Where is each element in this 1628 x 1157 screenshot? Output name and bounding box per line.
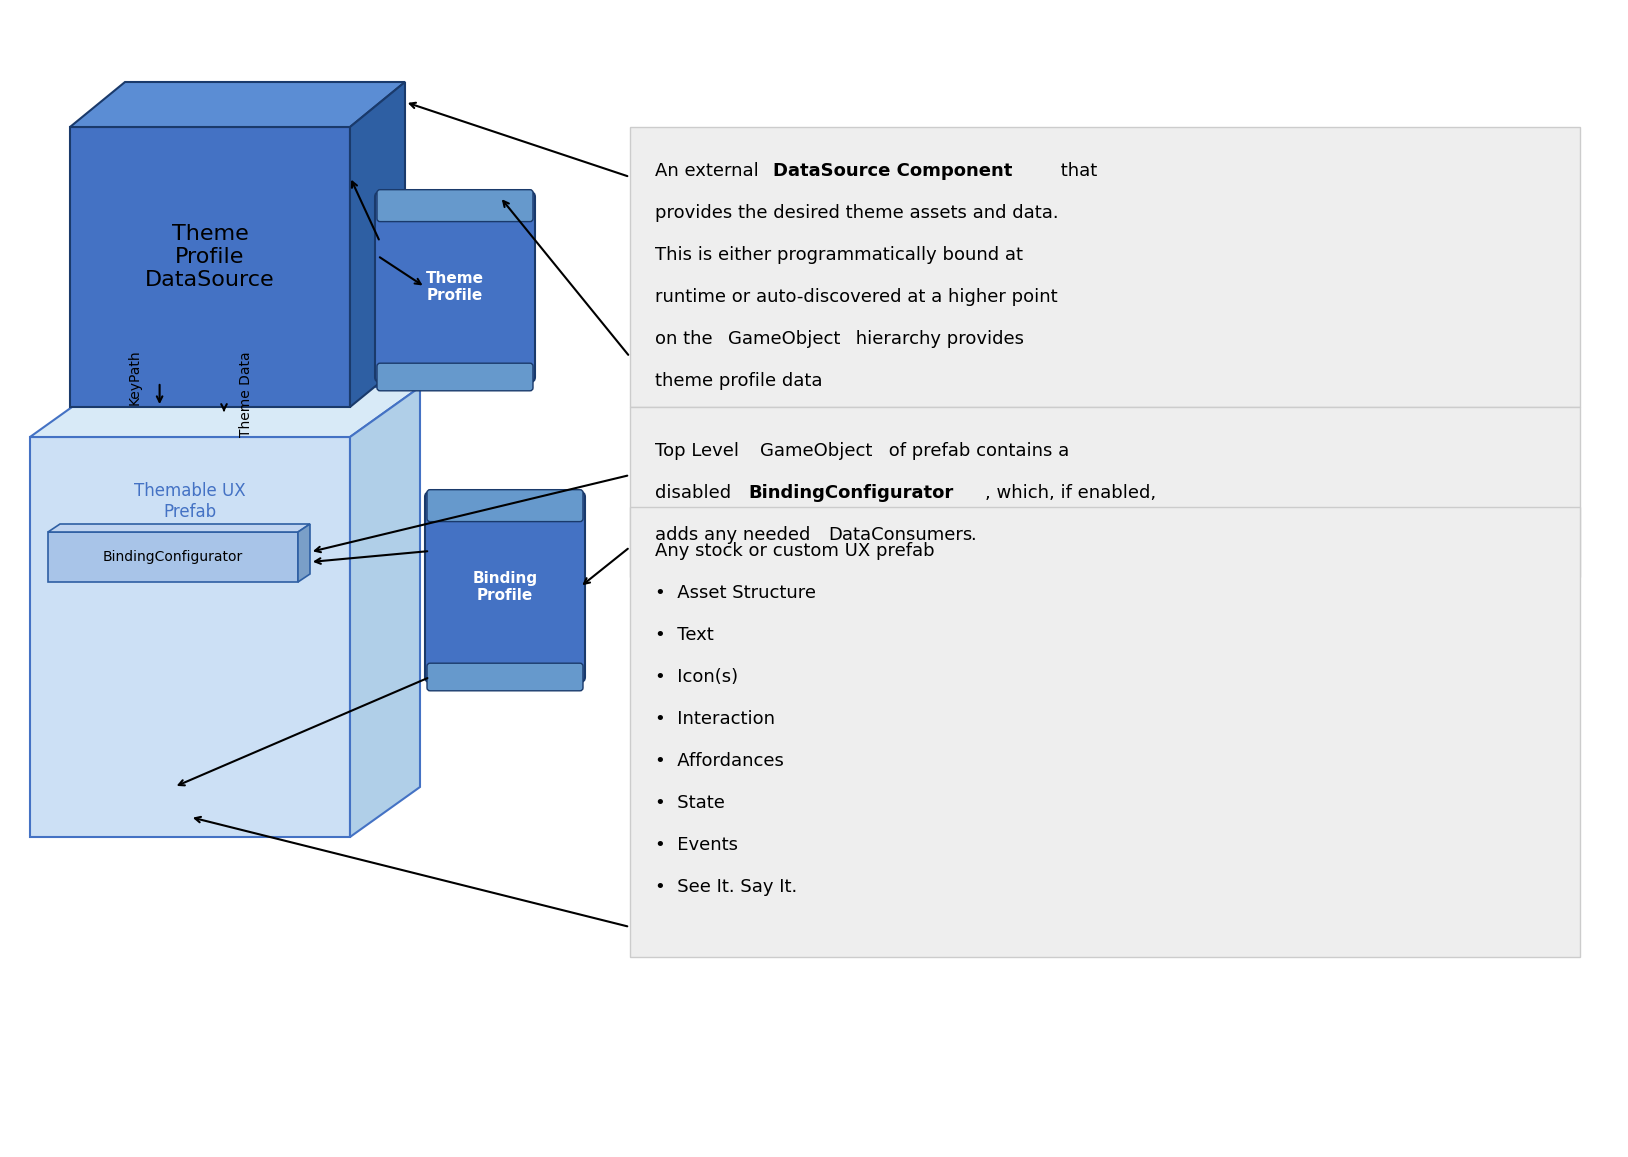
Text: BindingConfigurator: BindingConfigurator: [103, 550, 243, 563]
Polygon shape: [350, 82, 405, 407]
FancyBboxPatch shape: [630, 507, 1581, 957]
Text: Theme
Profile: Theme Profile: [427, 271, 484, 303]
Polygon shape: [70, 127, 350, 407]
Text: Themable UX
Prefab: Themable UX Prefab: [133, 482, 246, 521]
Text: disabled: disabled: [654, 484, 737, 502]
Text: DataConsumers: DataConsumers: [829, 526, 972, 544]
Text: •  Affordances: • Affordances: [654, 752, 783, 771]
FancyBboxPatch shape: [630, 407, 1581, 577]
Polygon shape: [29, 437, 350, 837]
Polygon shape: [29, 386, 420, 437]
Text: An external: An external: [654, 162, 765, 180]
Text: GameObject: GameObject: [760, 442, 873, 460]
Text: Theme Data: Theme Data: [239, 352, 252, 437]
Text: •  Asset Structure: • Asset Structure: [654, 584, 816, 602]
FancyBboxPatch shape: [378, 190, 532, 222]
FancyBboxPatch shape: [630, 127, 1581, 407]
Text: BindingConfigurator: BindingConfigurator: [747, 484, 954, 502]
Polygon shape: [70, 82, 405, 127]
Polygon shape: [298, 524, 309, 582]
FancyBboxPatch shape: [425, 492, 584, 681]
FancyBboxPatch shape: [427, 489, 583, 522]
Text: •  Icon(s): • Icon(s): [654, 668, 737, 686]
Text: •  Text: • Text: [654, 626, 713, 644]
Text: theme profile data: theme profile data: [654, 373, 822, 390]
Text: adds any needed: adds any needed: [654, 526, 816, 544]
Text: , which, if enabled,: , which, if enabled,: [985, 484, 1156, 502]
Text: Theme
Profile
DataSource: Theme Profile DataSource: [145, 223, 275, 290]
Text: •  Interaction: • Interaction: [654, 710, 775, 728]
Text: Binding
Profile: Binding Profile: [472, 570, 537, 603]
Text: on the: on the: [654, 330, 718, 348]
Polygon shape: [350, 386, 420, 837]
Text: of prefab contains a: of prefab contains a: [882, 442, 1070, 460]
Text: This is either programmatically bound at: This is either programmatically bound at: [654, 246, 1022, 264]
FancyBboxPatch shape: [378, 363, 532, 391]
Text: •  See It. Say It.: • See It. Say It.: [654, 878, 798, 896]
Text: GameObject: GameObject: [728, 330, 840, 348]
Text: •  Events: • Events: [654, 837, 737, 854]
FancyBboxPatch shape: [374, 192, 536, 382]
Text: •  State: • State: [654, 794, 724, 812]
Text: that: that: [1055, 162, 1097, 180]
Polygon shape: [47, 524, 309, 532]
FancyBboxPatch shape: [427, 663, 583, 691]
Text: .: .: [970, 526, 975, 544]
Text: Top Level: Top Level: [654, 442, 744, 460]
Text: DataSource Component: DataSource Component: [773, 162, 1013, 180]
Text: Any stock or custom UX prefab: Any stock or custom UX prefab: [654, 541, 934, 560]
Text: KeyPath: KeyPath: [127, 349, 142, 405]
Text: provides the desired theme assets and data.: provides the desired theme assets and da…: [654, 204, 1058, 222]
Polygon shape: [47, 532, 298, 582]
Text: runtime or auto-discovered at a higher point: runtime or auto-discovered at a higher p…: [654, 288, 1058, 305]
Text: hierarchy provides: hierarchy provides: [850, 330, 1024, 348]
